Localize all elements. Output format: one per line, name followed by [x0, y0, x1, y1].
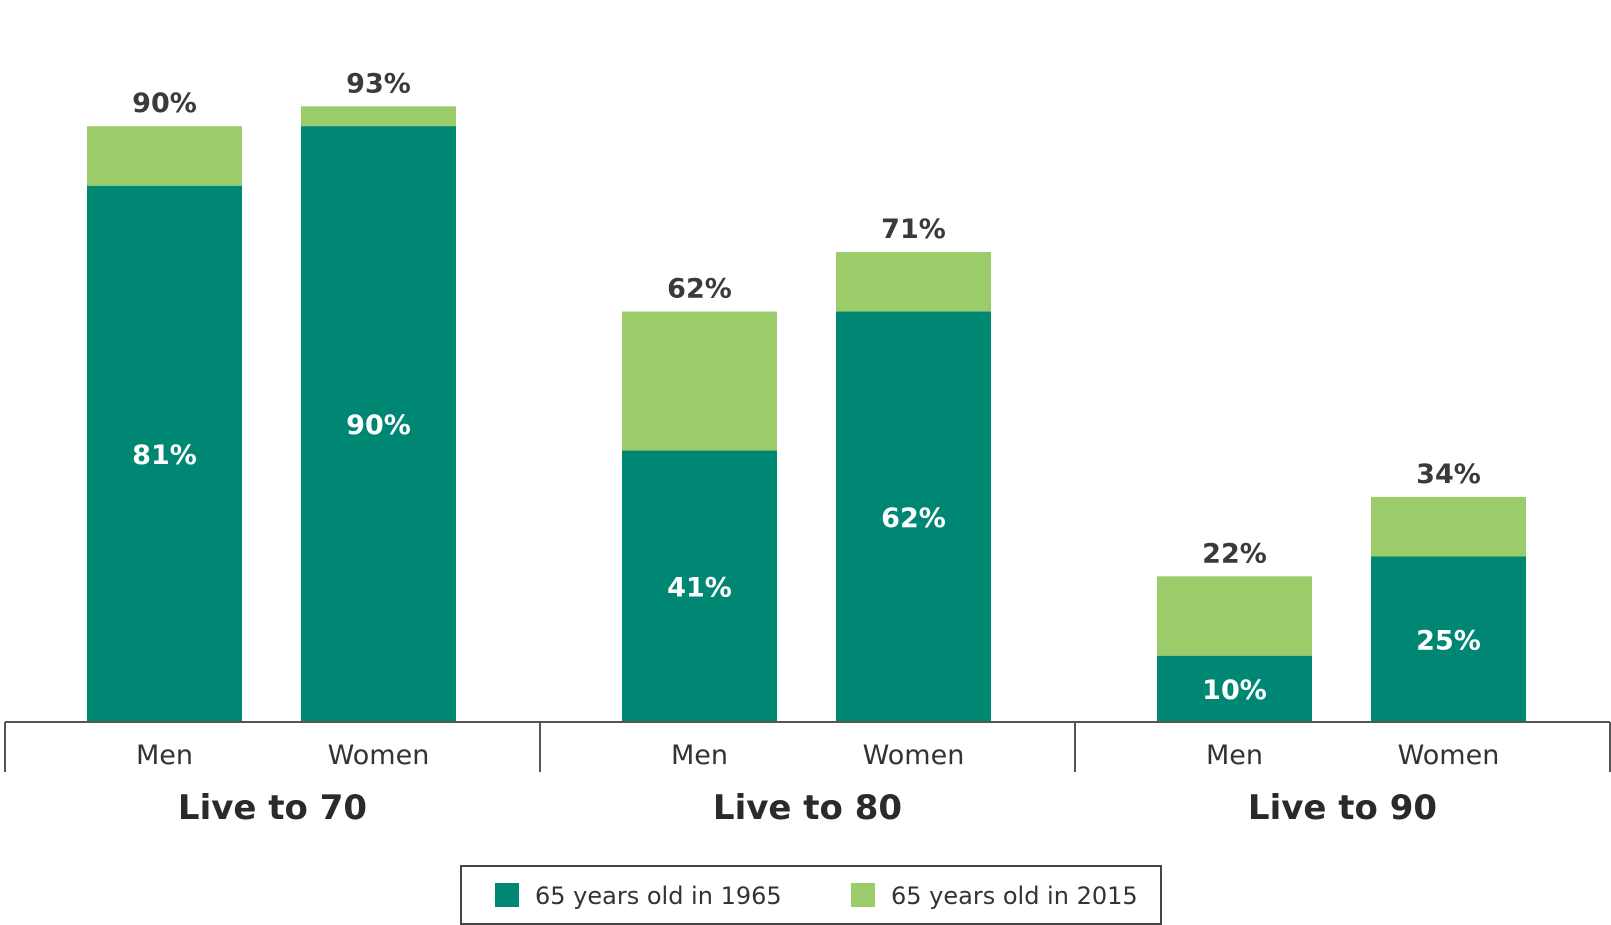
label-2015-5: 34% — [1416, 459, 1481, 490]
label-1965-5: 25% — [1416, 625, 1481, 656]
label-1965-2: 41% — [667, 572, 732, 603]
labels-layer: 81% 90% Men 90% 93% Women Live to 70 41% 62% Men 6… — [132, 68, 1499, 828]
bar-2015-1 — [301, 106, 456, 127]
bars-layer — [87, 106, 1526, 722]
label-2015-4: 22% — [1202, 538, 1267, 569]
category-label-3: Women — [863, 740, 965, 771]
bar-1965-3 — [836, 311, 991, 722]
label-1965-1: 90% — [346, 410, 411, 441]
legend-swatch-2015 — [851, 883, 875, 907]
label-1965-3: 62% — [881, 503, 946, 534]
bar-2015-2 — [622, 311, 777, 451]
category-label-1: Women — [328, 740, 430, 771]
label-2015-1: 93% — [346, 68, 411, 99]
group-axis — [4, 721, 1611, 772]
label-2015-2: 62% — [667, 274, 732, 305]
legend-label-2015: 65 years old in 2015 — [891, 882, 1138, 910]
label-2015-3: 71% — [881, 214, 946, 245]
bar-1965-4 — [1157, 655, 1312, 722]
group-label-0: Live to 70 — [178, 788, 367, 828]
bar-1965-2 — [622, 450, 777, 722]
legend-label-1965: 65 years old in 1965 — [535, 882, 782, 910]
bar-1965-5 — [1371, 556, 1526, 722]
label-2015-0: 90% — [132, 88, 197, 119]
bar-1965-0 — [87, 185, 242, 722]
category-label-2: Men — [671, 740, 728, 771]
group-label-2: Live to 90 — [1248, 788, 1437, 828]
legend: 65 years old in 1965 65 years old in 201… — [460, 865, 1162, 925]
label-1965-4: 10% — [1202, 675, 1267, 706]
legend-box — [460, 865, 1162, 925]
label-1965-0: 81% — [132, 440, 197, 471]
category-label-4: Men — [1206, 740, 1263, 771]
bar-2015-5 — [1371, 496, 1526, 557]
group-label-1: Live to 80 — [713, 788, 902, 828]
category-label-0: Men — [136, 740, 193, 771]
category-label-5: Women — [1398, 740, 1500, 771]
bar-2015-0 — [87, 126, 242, 186]
bar-1965-1 — [301, 126, 456, 722]
bar-2015-4 — [1157, 576, 1312, 656]
bar-2015-3 — [836, 251, 991, 312]
legend-swatch-1965 — [495, 883, 519, 907]
